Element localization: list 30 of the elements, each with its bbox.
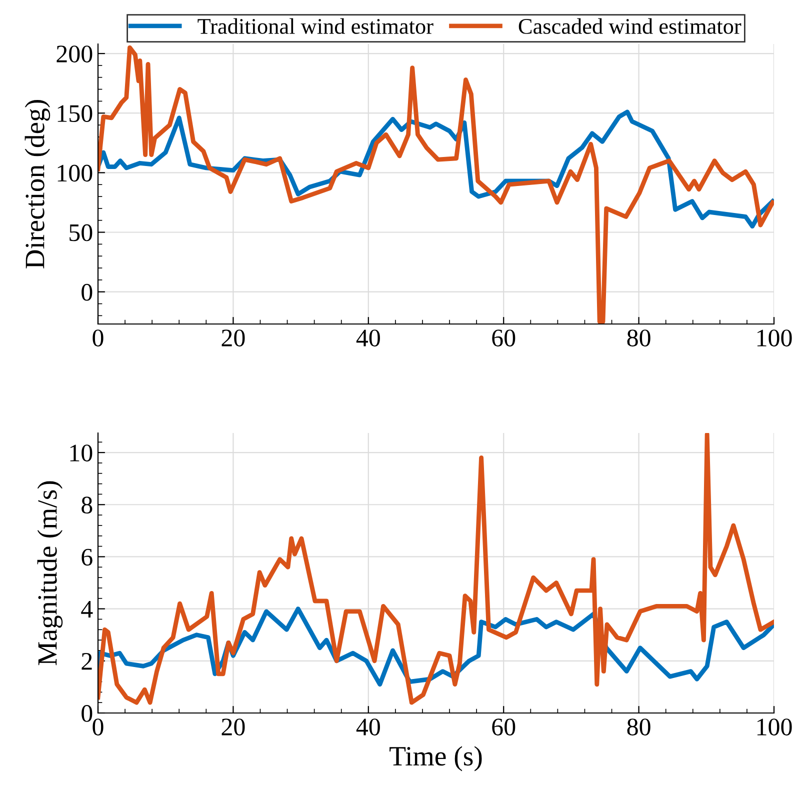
y-tick-label: 10 <box>70 444 92 462</box>
y-axis-title: Direction (deg) <box>24 100 50 268</box>
x-tick-label: 20 <box>222 718 245 736</box>
line-series <box>98 45 774 324</box>
y-tick-label: 200 <box>56 46 92 62</box>
y-tick-label: 0 <box>82 284 92 301</box>
y-tick-label: 4 <box>81 601 93 618</box>
y-tick-label: 50 <box>70 224 92 242</box>
legend-label: Cascaded wind estimator <box>518 18 742 34</box>
x-tick-label: 20 <box>222 330 245 346</box>
x-tick-label: 40 <box>356 330 380 346</box>
x-tick-label: 80 <box>627 330 650 346</box>
x-tick-label: 0 <box>92 718 104 736</box>
x-tick-label: 40 <box>356 718 380 736</box>
y-tick-label: 100 <box>58 164 92 182</box>
y-tick-label: 150 <box>58 105 92 122</box>
x-tick-label: 0 <box>92 330 104 346</box>
legend-label: Traditional wind estimator <box>198 18 434 34</box>
x-tick-label: 80 <box>627 718 650 736</box>
x-tick-label: 100 <box>757 330 792 346</box>
x-tick-label: 100 <box>757 718 792 736</box>
line-series <box>98 433 774 705</box>
x-tick-label: 60 <box>492 330 516 346</box>
y-tick-label: 8 <box>82 496 92 514</box>
y-axis-title: Magnitude (m/s) <box>37 481 63 666</box>
y-tick-label: 0 <box>82 705 92 722</box>
x-axis-title: Time (s) <box>390 746 482 772</box>
y-tick-label: 2 <box>82 653 92 670</box>
x-tick-label: 60 <box>492 718 516 736</box>
y-tick-label: 6 <box>82 548 92 566</box>
